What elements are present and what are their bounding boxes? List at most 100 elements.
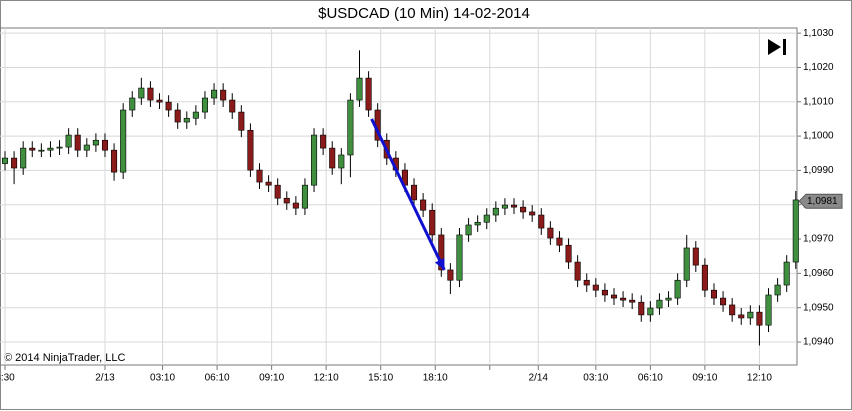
x-tick-label: 2/14: [529, 373, 549, 384]
candle-body: [283, 197, 290, 204]
candle-body: [556, 237, 563, 246]
candle-body: [1, 157, 9, 164]
y-tick-label: 1,0950: [803, 302, 834, 313]
candle-body: [447, 269, 454, 281]
x-tick-label: 09:10: [259, 373, 284, 384]
candle-body: [265, 181, 272, 186]
x-tick-label: 09:10: [692, 373, 717, 384]
candle-body: [311, 134, 318, 186]
candle-body: [783, 261, 790, 286]
candle-body: [747, 311, 754, 319]
candle-body: [229, 99, 236, 113]
last-price-label: 1,0981: [807, 196, 838, 207]
candle-body: [620, 297, 627, 301]
candle-body: [601, 289, 608, 296]
candle-body: [411, 184, 418, 201]
candle-body: [610, 294, 618, 299]
candle-body: [65, 134, 72, 148]
candle-body: [329, 147, 336, 169]
candle-body: [129, 97, 136, 111]
candle-body: [320, 134, 327, 149]
candle-body: [720, 297, 727, 306]
play-icon[interactable]: [768, 39, 781, 55]
candle-body: [74, 134, 81, 151]
candle-body: [420, 199, 427, 211]
candle-body: [47, 147, 54, 151]
candle-body: [692, 247, 699, 266]
x-tick-label: 12:10: [314, 373, 339, 384]
candle-body: [565, 244, 572, 263]
candle-body: [211, 89, 218, 99]
candle-body: [111, 149, 118, 173]
candle-body: [729, 304, 736, 316]
candle-body: [647, 307, 654, 316]
candle-body: [592, 284, 599, 291]
candle-body: [774, 284, 781, 296]
candle-body: [29, 147, 36, 151]
x-tick-label: 06:10: [638, 373, 663, 384]
candle-body: [683, 247, 690, 281]
y-tick-label: 1,1030: [803, 28, 834, 39]
candle-body: [465, 224, 472, 236]
candle-body: [529, 211, 536, 216]
candle-body: [520, 206, 527, 213]
y-tick-label: 1,1010: [803, 96, 834, 107]
candle-body: [583, 279, 590, 286]
chart-title: $USDCAD (10 Min) 14-02-2014: [318, 5, 530, 22]
x-tick-label: 8:30: [0, 373, 15, 384]
candle-body: [438, 234, 445, 271]
candle-body: [120, 109, 127, 173]
candle-body: [220, 89, 227, 101]
candle-body: [83, 144, 90, 151]
y-tick-label: 1,0970: [803, 234, 834, 245]
candle-body: [247, 129, 254, 171]
candle-body: [274, 184, 281, 199]
candle-body: [765, 294, 772, 326]
candle-body: [292, 202, 299, 209]
end-icon[interactable]: [783, 39, 786, 55]
candle-body: [501, 204, 508, 209]
candle-body: [638, 301, 645, 316]
candle-body: [238, 111, 245, 131]
candle-body: [301, 184, 308, 209]
y-tick-label: 1,0960: [803, 268, 834, 279]
candle-body: [538, 214, 545, 229]
candles: [1, 50, 799, 346]
plot-area: [0, 27, 798, 366]
candle-body: [456, 234, 463, 281]
last-price-marker: [798, 193, 843, 209]
x-tick-label: 12:10: [747, 373, 772, 384]
candle-body: [11, 157, 18, 169]
candle-body: [656, 299, 663, 309]
candle-body: [56, 146, 63, 149]
candle-body: [574, 261, 581, 281]
candle-body: [101, 139, 109, 151]
arrow-head: [434, 257, 445, 270]
trend-arrow: [370, 118, 446, 271]
candle-body: [156, 99, 163, 103]
candle-body: [365, 77, 372, 111]
candle-body: [20, 147, 27, 169]
candle-body: [183, 117, 190, 123]
go-to-end-icon[interactable]: [768, 39, 786, 55]
candle-body: [756, 311, 763, 326]
x-tick-label: 18:10: [423, 373, 448, 384]
x-tick-label: 06:10: [205, 373, 230, 384]
candle-body: [192, 111, 199, 119]
candle-body: [710, 289, 718, 299]
y-tick-label: 1,0940: [803, 337, 834, 348]
candle-body: [492, 207, 499, 216]
candle-body: [629, 299, 636, 303]
x-tick-label: 03:10: [150, 373, 175, 384]
candle-body: [792, 199, 799, 263]
y-tick-label: 1,0990: [803, 165, 834, 176]
candle-body: [147, 87, 154, 101]
candle-body: [347, 99, 354, 156]
x-tick-label: 15:10: [368, 373, 393, 384]
copyright: © 2014 NinjaTrader, LLC: [4, 352, 125, 364]
candle-body: [256, 169, 263, 183]
candle-body: [165, 101, 172, 111]
candle-body: [665, 297, 672, 301]
candle-body: [92, 139, 99, 146]
